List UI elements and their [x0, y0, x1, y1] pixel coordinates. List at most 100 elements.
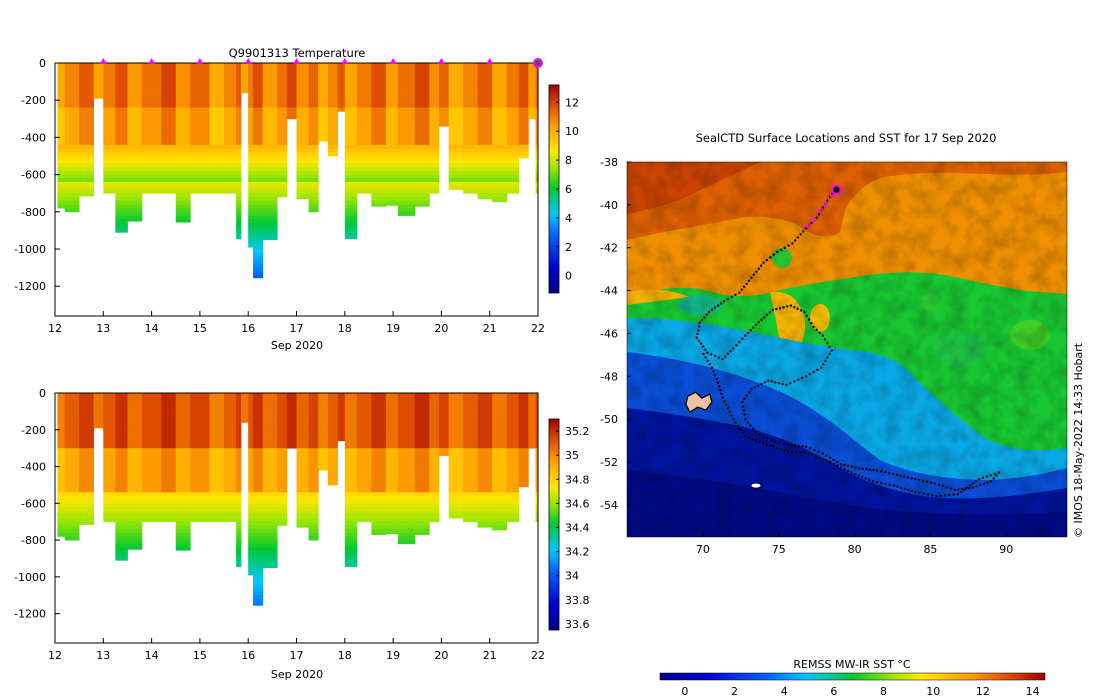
depth-cell: [535, 477, 538, 482]
depth-cell: [535, 455, 538, 460]
depth-cell: [253, 167, 264, 172]
depth-cell: [429, 477, 440, 482]
depth-cell: [248, 118, 254, 123]
depth-cell: [141, 466, 162, 471]
depth-cell: [253, 418, 264, 423]
depth-cell: [64, 174, 80, 179]
depth-cell: [477, 115, 493, 120]
depth-cell: [356, 407, 372, 412]
depth-cell: [535, 70, 538, 75]
track-dot: [749, 329, 752, 332]
depth-cell: [344, 422, 358, 427]
depth-cell: [477, 448, 493, 453]
depth-cell: [64, 63, 80, 68]
depth-cell: [308, 141, 319, 146]
depth-cell: [344, 558, 358, 563]
depth-cell: [115, 126, 128, 131]
depth-cell: [253, 433, 264, 438]
depth-cell: [344, 521, 358, 526]
depth-cell: [57, 462, 66, 467]
depth-cell: [344, 547, 358, 552]
depth-cell: [236, 448, 242, 453]
depth-cell: [103, 141, 116, 146]
depth-cell: [277, 411, 288, 416]
depth-cell: [448, 129, 464, 135]
depth-cell: [535, 440, 538, 445]
depth-cell: [141, 503, 162, 508]
depth-cell: [64, 70, 80, 75]
depth-cell: [79, 510, 95, 515]
track-dot: [752, 326, 755, 329]
track-dot: [723, 400, 726, 403]
depth-cell: [236, 466, 242, 471]
depth-cell: [253, 525, 264, 530]
depth-cell: [344, 532, 358, 537]
depth-cell: [262, 170, 278, 176]
depth-cell: [448, 444, 464, 449]
depth-cell: [57, 510, 66, 515]
depth-cell: [175, 129, 191, 135]
track-dot: [937, 483, 941, 486]
depth-cell: [308, 525, 319, 530]
depth-cell: [506, 118, 520, 123]
track-dot: [812, 370, 815, 374]
depth-cell: [127, 547, 143, 550]
depth-cell: [414, 488, 430, 493]
depth-cell: [115, 85, 128, 90]
depth-cell: [141, 133, 162, 138]
depth-cell: [190, 499, 210, 504]
depth-cell: [253, 103, 264, 109]
depth-cell: [57, 133, 66, 138]
depth-cell: [528, 440, 536, 445]
depth-cell: [463, 404, 479, 409]
depth-cell: [79, 518, 95, 523]
track-dot: [933, 482, 937, 485]
depth-cell: [103, 167, 116, 172]
depth-cell: [337, 85, 346, 90]
depth-cell: [337, 74, 346, 79]
depth-cell: [296, 525, 309, 528]
depth-cell: [337, 89, 346, 94]
depth-cell: [385, 92, 399, 97]
depth-cell: [477, 514, 493, 519]
depth-cell: [248, 241, 254, 246]
depth-cell: [209, 118, 225, 123]
depth-cell: [236, 503, 242, 508]
depth-cell: [296, 495, 309, 501]
depth-cell: [296, 196, 309, 200]
track-dot: [758, 440, 761, 444]
depth-cell: [190, 418, 210, 423]
depth-cell: [327, 141, 338, 146]
depth-cell: [224, 433, 237, 438]
depth-cell: [277, 115, 288, 120]
depth-cell: [356, 144, 372, 149]
depth-cell: [308, 159, 319, 164]
depth-cell: [277, 111, 288, 116]
depth-cell: [286, 426, 297, 431]
depth-cell: [463, 63, 479, 68]
track-dot: [926, 493, 930, 496]
depth-cell: [371, 100, 387, 105]
depth-cell: [414, 129, 430, 135]
depth-cell: [103, 426, 116, 431]
depth-cell: [64, 170, 80, 176]
depth-cell: [248, 66, 254, 71]
track-dot: [704, 348, 707, 351]
depth-cell: [79, 74, 95, 79]
depth-cell: [308, 503, 319, 508]
profile-column: [535, 63, 538, 194]
depth-cell: [141, 407, 162, 412]
sst-colorbar-tick-label: 8: [880, 685, 887, 698]
depth-cell: [492, 85, 508, 90]
depth-cell: [236, 429, 242, 434]
track-dot: [993, 472, 996, 476]
depth-cell: [190, 89, 210, 94]
depth-cell: [190, 126, 210, 131]
depth-cell: [414, 437, 430, 442]
depth-cell: [448, 492, 464, 497]
depth-cell: [308, 182, 319, 187]
depth-cell: [296, 92, 309, 97]
depth-cell: [397, 103, 416, 109]
depth-cell: [337, 396, 346, 401]
depth-cell: [209, 444, 225, 449]
